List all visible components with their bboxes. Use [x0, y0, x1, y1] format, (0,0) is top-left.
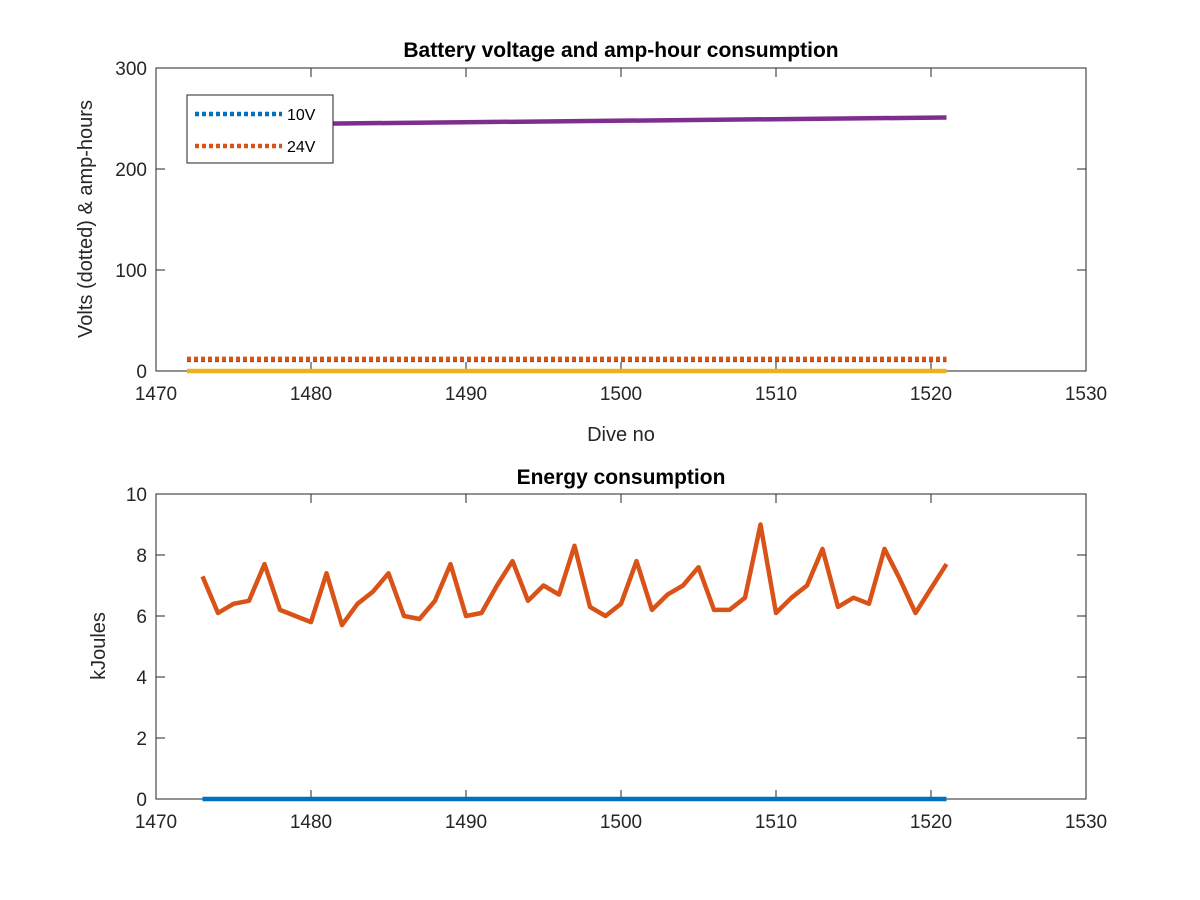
plot2-axes-box: [155, 493, 1087, 800]
plot1-xlabel: Dive no: [587, 424, 655, 446]
legend-10v-label: 10V: [287, 107, 316, 124]
plot2-ytick-label: 0: [136, 790, 147, 811]
plot1-series: [187, 115, 947, 374]
plot2-xtick-label: 1480: [290, 812, 332, 833]
plot1-ytick-label: 200: [115, 160, 147, 181]
plot1-xtick-label: 1470: [135, 384, 177, 405]
plot2-ytick-label: 8: [136, 546, 147, 567]
plot2-ticks: 1470 1480 1490 1500 1510 1520 1530 0 2 4 6 8 10: [126, 485, 1107, 833]
plot1-ylabel: Volts (dotted) & amp-hours: [75, 100, 97, 338]
plot2-xtick-label: 1530: [1065, 812, 1107, 833]
energy-consumption-plot: Energy consumption kJoules 1470 1480 1490 1…: [88, 466, 1107, 833]
plot2-xtick-label: 1490: [445, 812, 487, 833]
plot2-xtick-label: 1510: [755, 812, 797, 833]
plot1-xtick-label: 1520: [910, 384, 952, 405]
plot1-title: Battery voltage and amp-hour consumption: [403, 39, 838, 62]
plot2-series: [200, 522, 949, 802]
plot1-legend: 10V 24V: [186, 94, 334, 164]
plot2-title: Energy consumption: [517, 466, 726, 489]
legend-24v-label: 24V: [287, 139, 316, 156]
plot1-xtick-label: 1480: [290, 384, 332, 405]
plot2-ytick-label: 10: [126, 485, 147, 506]
voltage-amp-hour-plot: Battery voltage and amp-hour consumption…: [75, 39, 1107, 446]
plot2-series-line-1: [200, 522, 949, 628]
plot1-series-line-3: [326, 115, 947, 126]
plot1-xtick-label: 1510: [755, 384, 797, 405]
plot1-xtick-label: 1490: [445, 384, 487, 405]
plot2-ytick-label: 4: [136, 668, 147, 689]
plot2-xtick-label: 1470: [135, 812, 177, 833]
plot1-ytick-label: 100: [115, 261, 147, 282]
plot1-ytick-label: 300: [115, 59, 147, 80]
plot1-ytick-label: 0: [136, 362, 147, 383]
plot1-xtick-label: 1530: [1065, 384, 1107, 405]
plot2-ylabel: kJoules: [88, 612, 110, 680]
plot2-ytick-label: 6: [136, 607, 147, 628]
plot2-xtick-label: 1500: [600, 812, 642, 833]
plot2-ytick-label: 2: [136, 729, 147, 750]
plot1-xtick-label: 1500: [600, 384, 642, 405]
legend-box: [186, 94, 334, 164]
plot2-xtick-label: 1520: [910, 812, 952, 833]
